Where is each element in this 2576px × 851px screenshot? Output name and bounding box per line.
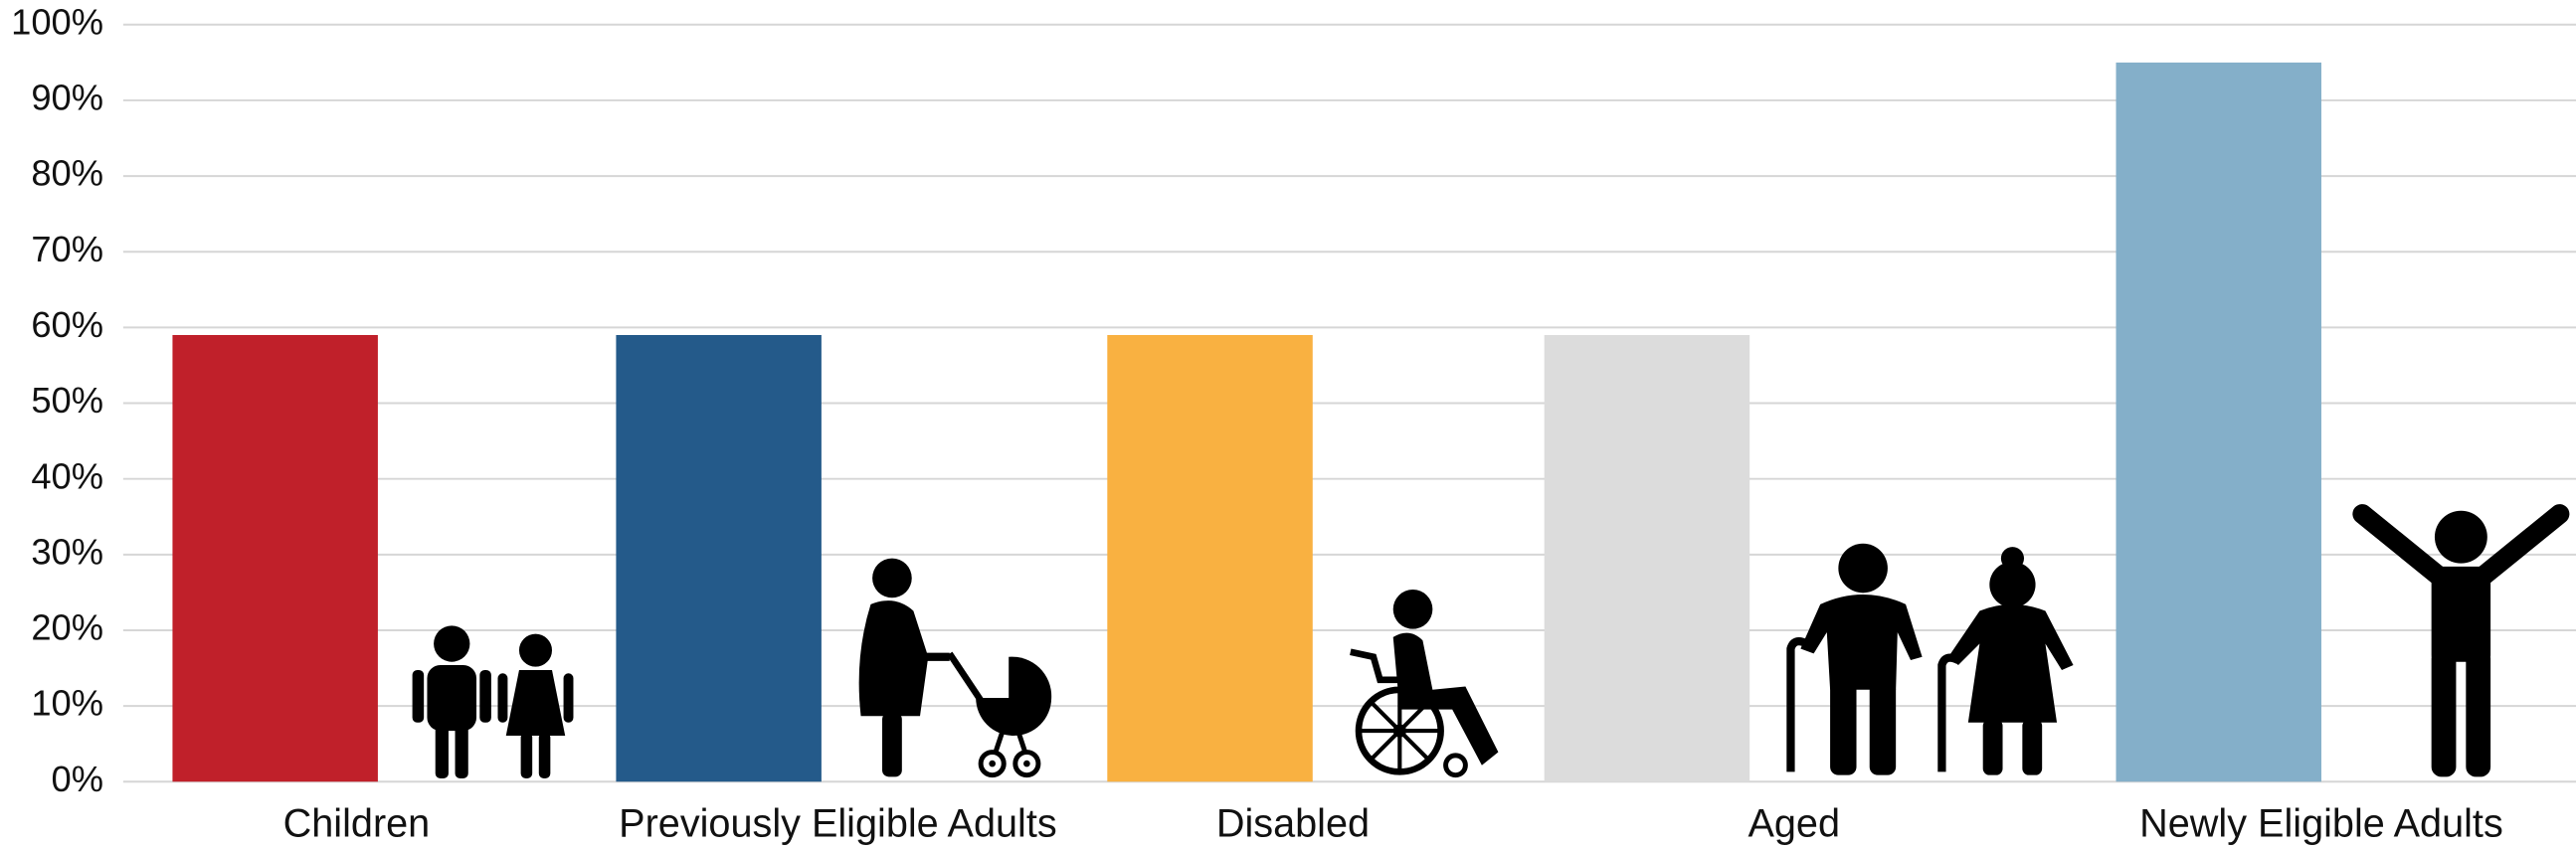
y-tick-label: 90% xyxy=(31,78,103,118)
elderly-icon xyxy=(1786,543,2074,775)
bar xyxy=(616,335,822,782)
y-tick-label: 80% xyxy=(31,153,103,194)
y-tick-label: 40% xyxy=(31,455,103,496)
x-tick-label: Previously Eligible Adults xyxy=(619,801,1057,845)
y-tick-label: 10% xyxy=(31,683,103,724)
x-tick-label: Children xyxy=(283,801,431,845)
bar xyxy=(2116,62,2321,782)
x-tick-label: Aged xyxy=(1748,801,1840,845)
bars xyxy=(172,62,2321,782)
labels: 0% 10% 20% 30% 40% 50% 60% 70% 80% 90% 100% Childre… xyxy=(11,1,2503,845)
wheelchair-icon xyxy=(1350,590,1499,778)
mother-stroller-icon xyxy=(858,558,1052,778)
y-tick-label: 100% xyxy=(11,1,103,42)
y-tick-label: 60% xyxy=(31,304,103,345)
bar xyxy=(172,335,378,782)
y-tick-label: 20% xyxy=(31,607,103,648)
y-tick-label: 30% xyxy=(31,531,103,572)
y-tick-label: 50% xyxy=(31,380,103,421)
bar xyxy=(1544,335,1750,782)
x-tick-label: Disabled xyxy=(1216,801,1370,845)
y-tick-label: 0% xyxy=(52,759,104,799)
children-icon xyxy=(412,625,574,778)
adult-arms-up-icon xyxy=(2352,504,2570,777)
x-tick-label: Newly Eligible Adults xyxy=(2139,801,2503,845)
y-tick-label: 70% xyxy=(31,229,103,269)
bar xyxy=(1107,335,1313,782)
